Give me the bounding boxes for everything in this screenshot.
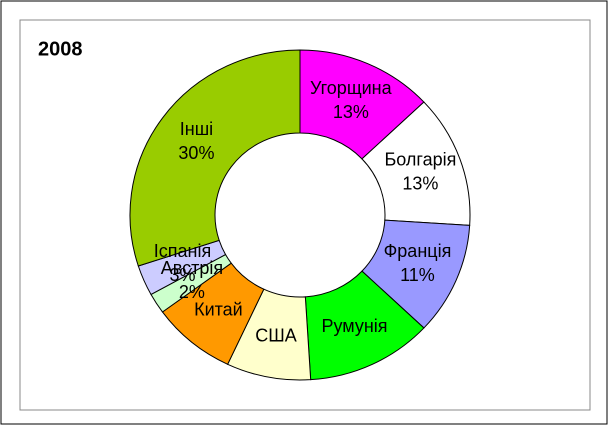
category-label: Китай — [194, 299, 243, 319]
category-label: Угорщина — [310, 78, 393, 98]
value-label: 2% — [179, 282, 205, 302]
category-label: Іспанія — [154, 241, 211, 261]
category-label: Інші — [180, 119, 213, 139]
category-label: Румунія — [321, 316, 387, 336]
category-label: Болгарія — [384, 150, 456, 170]
value-label: 3% — [170, 265, 196, 285]
donut-segment — [129, 49, 301, 267]
category-label: Австрія — [161, 258, 223, 278]
category-label: США — [255, 326, 297, 346]
chart-title: 2008 — [38, 38, 83, 60]
category-label: Франція — [384, 241, 452, 261]
value-label: 30% — [178, 143, 214, 163]
value-label: 13% — [333, 102, 369, 122]
value-label: 11% — [400, 265, 435, 285]
value-label: 13% — [402, 174, 438, 194]
